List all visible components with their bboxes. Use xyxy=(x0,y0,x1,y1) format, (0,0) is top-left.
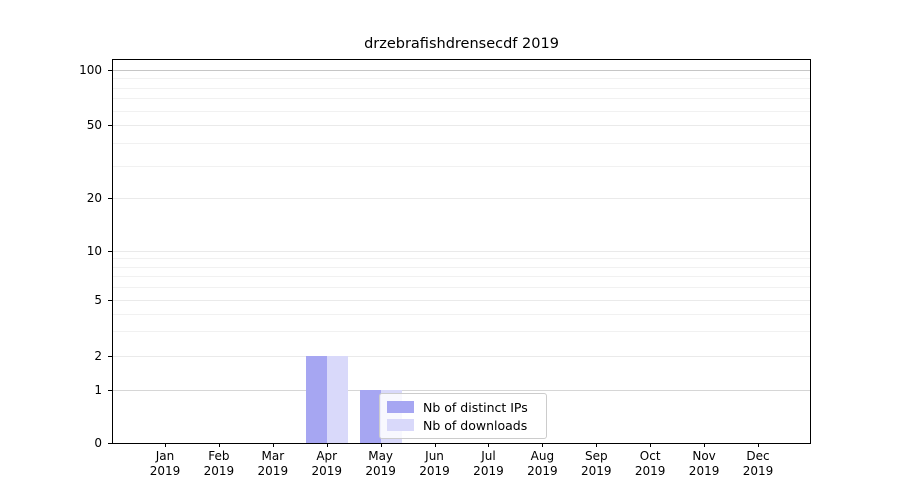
legend-label-downloads: Nb of downloads xyxy=(423,417,528,433)
x-tick-label-jan: Jan 2019 xyxy=(149,449,181,478)
y-tick-mark-1 xyxy=(108,390,112,391)
x-tick-label-dec: Dec 2019 xyxy=(742,449,774,478)
x-tick-mark-jan xyxy=(165,443,166,447)
y-tick-mark-5 xyxy=(108,300,112,301)
x-tick-mark-feb xyxy=(218,443,220,447)
gridline-minor-90 xyxy=(113,78,810,80)
y-tick-label-1: 1 xyxy=(94,383,102,397)
y-tick-label-5: 5 xyxy=(94,293,102,307)
gridline-minor-40 xyxy=(113,142,810,144)
chart-title: drzebrafishdrensecdf 2019 xyxy=(364,36,559,52)
gridline-minor-9 xyxy=(113,258,810,260)
x-tick-label-jul: Jul 2019 xyxy=(473,449,504,478)
gridline-minor-60 xyxy=(113,110,810,112)
y-tick-mark-2 xyxy=(108,356,112,357)
x-tick-mark-nov xyxy=(704,443,706,447)
x-tick-label-nov: Nov 2019 xyxy=(688,449,720,478)
x-tick-label-feb: Feb 2019 xyxy=(203,449,235,478)
gridline-minor-7 xyxy=(113,276,810,278)
y-tick-label-20: 20 xyxy=(86,191,102,205)
x-tick-label-mar: Mar 2019 xyxy=(257,449,289,478)
legend-item-distinct-ips: Nb of distinct IPs xyxy=(387,400,539,415)
bar-apr-series1 xyxy=(326,356,348,443)
bar-may-series0 xyxy=(359,390,381,443)
gridline-minor-4 xyxy=(113,313,810,315)
x-tick-label-may: May 2019 xyxy=(365,449,396,478)
y-tick-label-0: 0 xyxy=(94,436,102,450)
y-tick-mark-0 xyxy=(108,443,112,444)
x-tick-label-oct: Oct 2019 xyxy=(634,449,666,478)
y-tick-label-10: 10 xyxy=(86,244,102,258)
gridline-50 xyxy=(113,125,810,126)
x-tick-label-aug: Aug 2019 xyxy=(527,449,558,478)
gridline-minor-70 xyxy=(113,98,810,100)
legend-item-downloads: Nb of downloads xyxy=(387,418,539,433)
gridline-1 xyxy=(113,390,810,391)
gridline-20 xyxy=(113,198,810,199)
x-tick-mark-may xyxy=(380,443,382,447)
x-tick-label-jun: Jun 2019 xyxy=(419,449,450,478)
y-tick-label-100: 100 xyxy=(79,63,102,77)
legend: Nb of distinct IPs Nb of downloads xyxy=(379,393,547,439)
x-tick-label-sep: Sep 2019 xyxy=(580,449,612,478)
y-tick-mark-10 xyxy=(108,251,112,252)
gridline-minor-6 xyxy=(113,287,810,289)
x-tick-mark-mar xyxy=(272,443,274,447)
gridline-2 xyxy=(113,356,810,357)
gridline-minor-80 xyxy=(113,87,810,89)
x-tick-mark-aug xyxy=(542,443,544,447)
gridline-10 xyxy=(113,251,810,252)
x-tick-mark-sep xyxy=(596,443,598,447)
gridline-minor-30 xyxy=(113,165,810,167)
gridline-5 xyxy=(113,300,810,301)
y-tick-label-50: 50 xyxy=(86,118,102,132)
x-tick-mark-apr xyxy=(326,443,328,447)
x-tick-mark-jun xyxy=(434,443,436,447)
legend-label-distinct-ips: Nb of distinct IPs xyxy=(423,399,528,415)
x-tick-mark-oct xyxy=(650,443,652,447)
y-tick-mark-100 xyxy=(108,70,112,71)
plot-area xyxy=(112,59,811,444)
gridline-minor-8 xyxy=(113,266,810,268)
gridline-minor-3 xyxy=(113,331,810,333)
legend-swatch-distinct-ips xyxy=(387,401,414,413)
legend-swatch-downloads xyxy=(387,419,414,431)
x-tick-mark-jul xyxy=(488,443,490,447)
gridline-100 xyxy=(113,70,810,71)
y-tick-mark-20 xyxy=(108,198,112,199)
bar-apr-series0 xyxy=(305,356,327,443)
x-tick-label-apr: Apr 2019 xyxy=(311,449,342,478)
x-tick-mark-dec xyxy=(757,443,759,447)
y-tick-mark-50 xyxy=(108,125,112,126)
y-tick-label-2: 2 xyxy=(94,349,102,363)
